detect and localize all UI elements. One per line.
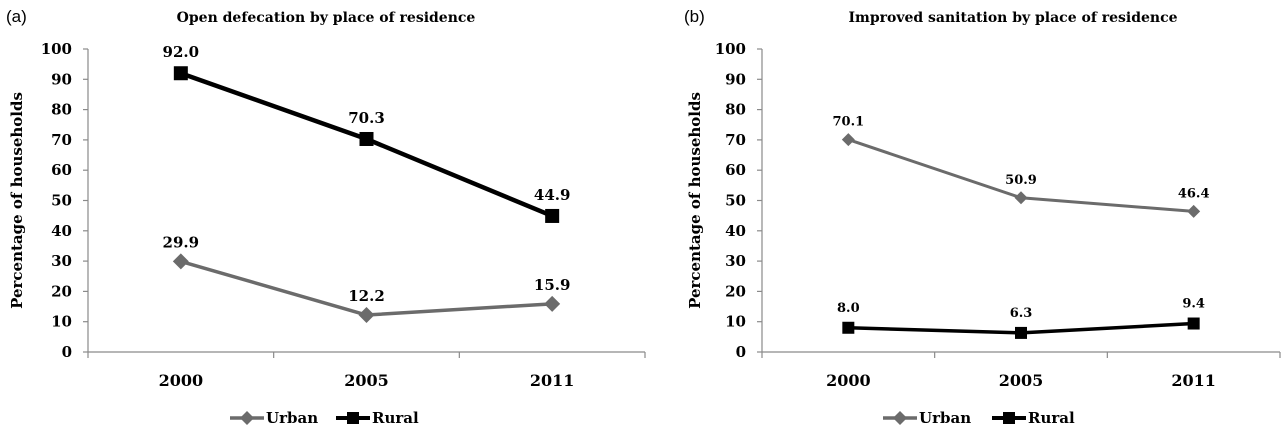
legend-item-rural: Rural	[336, 409, 419, 427]
marker-rural	[173, 66, 188, 81]
y-tick-label: 20	[725, 282, 746, 300]
chart-title: Improved sanitation by place of residenc…	[848, 10, 1177, 26]
y-tick-label: 90	[725, 70, 746, 88]
y-axis-label: Percentage of households	[686, 92, 704, 309]
y-tick-label: 10	[725, 313, 746, 331]
marker-urban	[1187, 204, 1201, 218]
y-tick-label: 0	[736, 343, 746, 361]
y-tick-label: 80	[51, 101, 72, 119]
legend-marker-square	[1003, 412, 1015, 424]
y-tick-label: 60	[725, 161, 746, 179]
y-tick-label: 0	[62, 343, 72, 361]
y-tick-label: 40	[725, 222, 746, 240]
data-label-urban: 15.9	[534, 276, 571, 294]
legend-item-urban: Urban	[230, 409, 318, 427]
marker-rural	[842, 321, 855, 334]
data-label-rural: 6.3	[1010, 306, 1033, 321]
y-tick-label: 80	[725, 101, 746, 119]
legend-label: Rural	[1028, 409, 1075, 427]
marker-urban	[841, 133, 855, 147]
y-tick-label: 100	[715, 40, 746, 58]
marker-rural	[1187, 317, 1200, 330]
x-tick-label: 2000	[159, 371, 204, 390]
y-tick-label: 100	[41, 40, 72, 58]
data-label-urban: 70.1	[832, 115, 864, 130]
legend-label: Urban	[919, 409, 971, 427]
legend-marker-diamond	[893, 411, 907, 425]
chart-panel-a: (a) Open defecation by place of residence…	[6, 7, 646, 427]
panel-letter: (b)	[684, 7, 705, 26]
marker-rural	[545, 208, 560, 223]
y-tick-label: 90	[51, 70, 72, 88]
y-tick-label: 70	[51, 131, 72, 149]
marker-rural	[1015, 326, 1027, 339]
y-tick-label: 40	[51, 222, 72, 240]
x-tick-label: 2005	[999, 371, 1044, 390]
y-tick-label: 50	[51, 192, 72, 210]
marker-rural	[359, 131, 374, 146]
y-tick-label: 70	[725, 131, 746, 149]
y-tick-label: 30	[725, 252, 746, 270]
marker-urban	[544, 295, 561, 312]
y-tick-label: 10	[51, 313, 72, 331]
y-tick-label: 20	[51, 282, 72, 300]
x-tick-label: 2000	[826, 371, 871, 390]
data-label-rural: 92.0	[163, 43, 200, 61]
data-label-rural: 9.4	[1182, 297, 1205, 312]
x-tick-label: 2011	[1171, 371, 1216, 390]
marker-urban	[172, 253, 189, 270]
marker-urban	[1014, 191, 1028, 205]
legend-marker-square	[347, 412, 359, 424]
data-label-rural: 44.9	[534, 186, 571, 204]
legend-label: Urban	[266, 409, 318, 427]
data-label-urban: 29.9	[163, 233, 200, 251]
data-label-rural: 8.0	[837, 301, 860, 316]
marker-urban	[358, 307, 375, 324]
data-label-rural: 70.3	[348, 109, 385, 127]
data-label-urban: 50.9	[1005, 173, 1037, 188]
chart-title: Open defecation by place of residence	[177, 10, 476, 26]
x-tick-label: 2011	[530, 371, 575, 390]
chart-panel-b: (b) Improved sanitation by place of resid…	[684, 7, 1281, 427]
data-label-urban: 12.2	[348, 287, 385, 305]
legend-item-urban: Urban	[883, 409, 971, 427]
y-tick-label: 50	[725, 192, 746, 210]
legend-item-rural: Rural	[992, 409, 1075, 427]
legend-label: Rural	[372, 409, 419, 427]
data-label-urban: 46.4	[1178, 186, 1210, 201]
legend-marker-diamond	[240, 411, 254, 425]
x-tick-label: 2005	[344, 371, 389, 390]
y-tick-label: 60	[51, 161, 72, 179]
y-axis-label: Percentage of households	[8, 92, 26, 309]
y-tick-label: 30	[51, 252, 72, 270]
panel-letter: (a)	[6, 7, 27, 26]
